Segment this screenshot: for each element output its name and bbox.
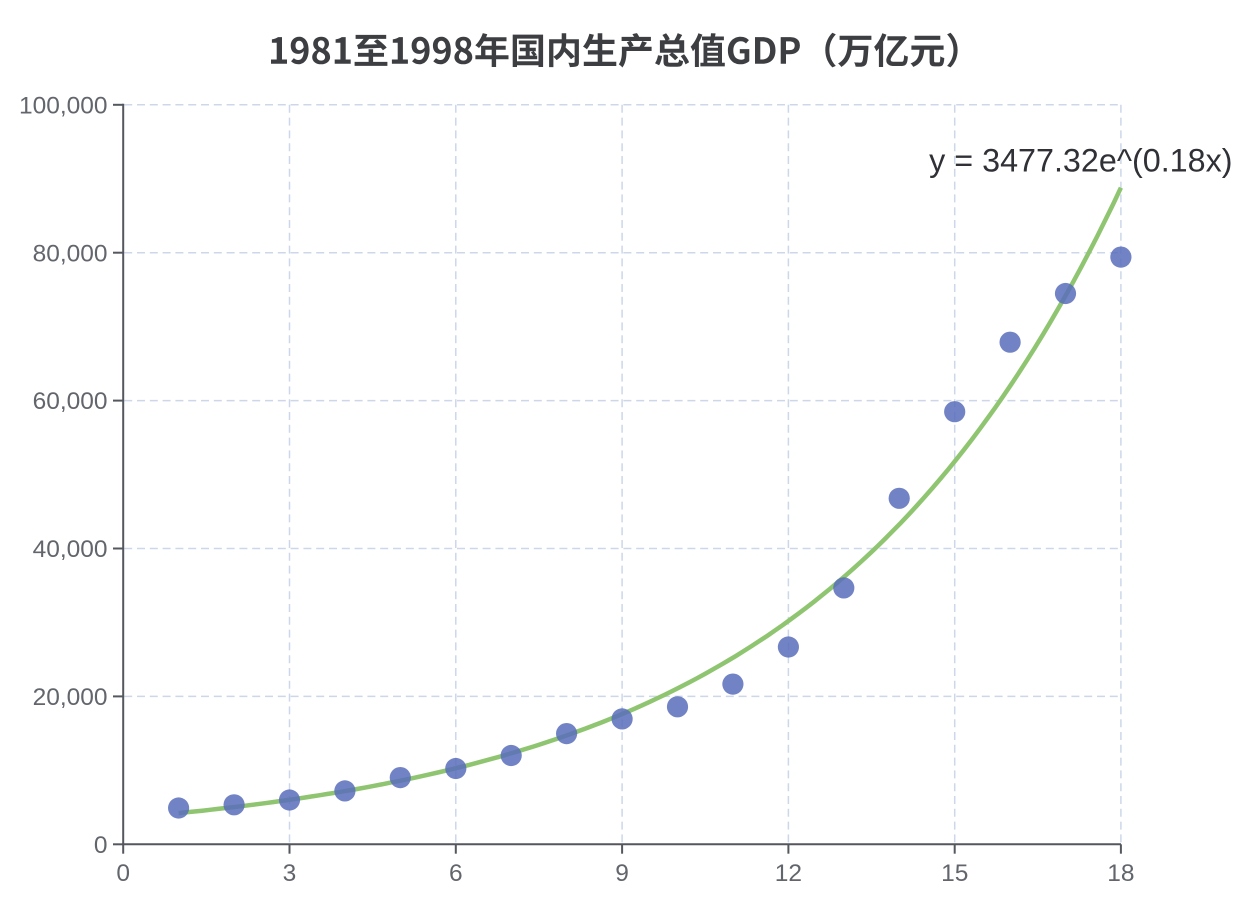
svg-text:6: 6 (449, 860, 463, 887)
svg-text:12: 12 (775, 860, 802, 887)
svg-text:18: 18 (1107, 860, 1134, 887)
svg-text:0: 0 (94, 832, 108, 859)
svg-text:60,000: 60,000 (33, 388, 108, 415)
svg-text:40,000: 40,000 (33, 536, 108, 563)
svg-text:0: 0 (116, 860, 130, 887)
svg-text:80,000: 80,000 (33, 240, 108, 267)
svg-text:15: 15 (941, 860, 968, 887)
svg-text:3: 3 (283, 860, 297, 887)
svg-text:100,000: 100,000 (19, 92, 108, 119)
svg-text:20,000: 20,000 (33, 684, 108, 711)
svg-text:y = 3477.32e^(0.18x): y = 3477.32e^(0.18x) (929, 143, 1232, 179)
svg-text:9: 9 (615, 860, 629, 887)
